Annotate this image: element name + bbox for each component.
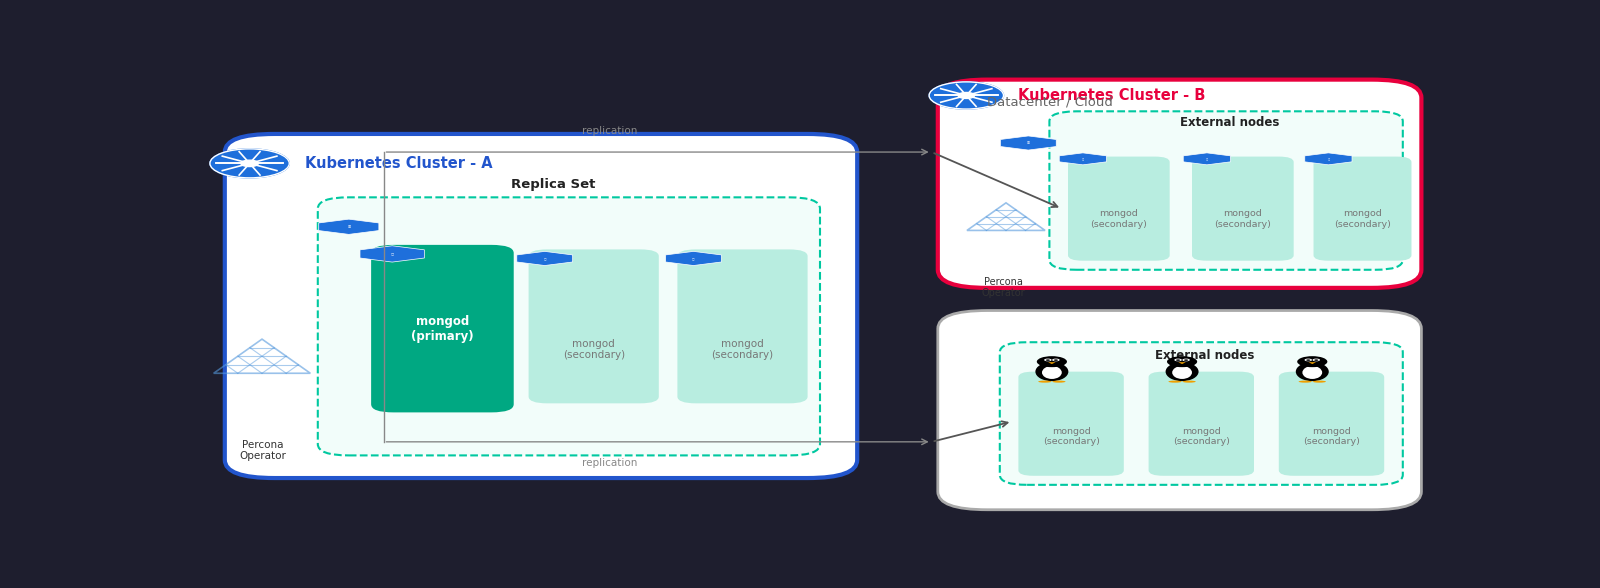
Circle shape xyxy=(930,82,1003,109)
Text: mongod
(secondary): mongod (secondary) xyxy=(1302,426,1360,446)
Circle shape xyxy=(1176,359,1181,361)
FancyBboxPatch shape xyxy=(938,310,1421,510)
Text: replication: replication xyxy=(581,457,637,467)
FancyBboxPatch shape xyxy=(1069,156,1170,260)
Ellipse shape xyxy=(1168,380,1182,383)
FancyBboxPatch shape xyxy=(1278,372,1384,476)
FancyBboxPatch shape xyxy=(1149,372,1254,476)
Polygon shape xyxy=(360,246,424,262)
Ellipse shape xyxy=(1299,380,1312,383)
Text: ⬡: ⬡ xyxy=(1080,156,1085,161)
FancyBboxPatch shape xyxy=(318,198,819,455)
Ellipse shape xyxy=(1042,366,1062,379)
Polygon shape xyxy=(1048,362,1056,364)
Ellipse shape xyxy=(1165,362,1198,381)
Text: mongod
(secondary): mongod (secondary) xyxy=(1214,209,1272,229)
Ellipse shape xyxy=(1035,362,1069,381)
Ellipse shape xyxy=(1302,366,1322,379)
Text: mongod
(secondary): mongod (secondary) xyxy=(1173,426,1230,446)
Text: ▢: ▢ xyxy=(390,252,394,256)
Text: ≡: ≡ xyxy=(1027,141,1030,145)
Ellipse shape xyxy=(1173,366,1192,379)
Text: Percona
Operator: Percona Operator xyxy=(982,276,1026,298)
Text: replication: replication xyxy=(581,126,637,136)
Text: mongod
(secondary): mongod (secondary) xyxy=(563,339,624,360)
Circle shape xyxy=(242,160,258,166)
Text: ▢: ▢ xyxy=(1328,158,1330,160)
Text: Kubernetes Cluster - B: Kubernetes Cluster - B xyxy=(1019,88,1206,103)
FancyBboxPatch shape xyxy=(938,79,1421,288)
Text: mongod
(secondary): mongod (secondary) xyxy=(1043,426,1099,446)
Text: ▢: ▢ xyxy=(1082,158,1085,160)
FancyBboxPatch shape xyxy=(1050,111,1403,270)
Text: External nodes: External nodes xyxy=(1179,116,1278,129)
Text: Datacenter / Cloud: Datacenter / Cloud xyxy=(987,95,1114,108)
FancyBboxPatch shape xyxy=(371,245,514,412)
Text: ⬡: ⬡ xyxy=(542,256,547,261)
Text: mongod
(secondary): mongod (secondary) xyxy=(1091,209,1147,229)
Circle shape xyxy=(210,149,290,178)
Circle shape xyxy=(1053,359,1059,361)
FancyBboxPatch shape xyxy=(1314,156,1411,260)
Polygon shape xyxy=(1000,136,1056,150)
Text: ⬡: ⬡ xyxy=(1205,156,1210,161)
FancyBboxPatch shape xyxy=(528,249,659,403)
Polygon shape xyxy=(318,219,379,235)
Polygon shape xyxy=(1304,153,1352,165)
Circle shape xyxy=(1298,356,1328,367)
Polygon shape xyxy=(1059,153,1107,165)
Text: mongod
(secondary): mongod (secondary) xyxy=(1334,209,1390,229)
Text: Replica Set: Replica Set xyxy=(512,178,595,191)
Circle shape xyxy=(1184,359,1189,361)
FancyBboxPatch shape xyxy=(1019,372,1123,476)
Ellipse shape xyxy=(1053,380,1066,383)
FancyBboxPatch shape xyxy=(677,249,808,403)
Text: ≡: ≡ xyxy=(347,225,350,229)
Circle shape xyxy=(1166,356,1197,367)
FancyBboxPatch shape xyxy=(1000,342,1403,485)
Polygon shape xyxy=(517,252,573,266)
Ellipse shape xyxy=(1038,380,1051,383)
Ellipse shape xyxy=(1296,362,1328,381)
Text: ⬡: ⬡ xyxy=(389,251,395,257)
Circle shape xyxy=(1182,359,1190,361)
Text: External nodes: External nodes xyxy=(1155,349,1254,362)
Text: ▢: ▢ xyxy=(693,256,694,260)
Polygon shape xyxy=(1178,362,1186,364)
Circle shape xyxy=(1045,359,1051,361)
Ellipse shape xyxy=(1182,380,1195,383)
Circle shape xyxy=(1054,359,1058,361)
Text: ▢: ▢ xyxy=(1206,158,1208,160)
Polygon shape xyxy=(666,252,722,266)
Ellipse shape xyxy=(1312,380,1326,383)
Text: ⬡: ⬡ xyxy=(1326,156,1331,161)
Circle shape xyxy=(958,92,974,98)
Text: Percona
Operator: Percona Operator xyxy=(240,440,286,461)
Polygon shape xyxy=(1309,362,1317,364)
Circle shape xyxy=(1037,356,1067,367)
Circle shape xyxy=(1314,359,1318,361)
Text: mongod
(secondary): mongod (secondary) xyxy=(712,339,773,360)
Text: mongod
(primary): mongod (primary) xyxy=(411,315,474,343)
Text: Kubernetes Cluster - A: Kubernetes Cluster - A xyxy=(306,156,493,171)
FancyBboxPatch shape xyxy=(224,134,858,478)
Circle shape xyxy=(1046,359,1050,361)
Circle shape xyxy=(1304,359,1312,361)
Circle shape xyxy=(1312,359,1320,361)
Text: ▢: ▢ xyxy=(544,256,546,260)
Text: ⬡: ⬡ xyxy=(691,256,696,261)
Circle shape xyxy=(1306,359,1310,361)
FancyBboxPatch shape xyxy=(1192,156,1294,260)
Polygon shape xyxy=(1184,153,1230,165)
Circle shape xyxy=(1174,359,1182,361)
